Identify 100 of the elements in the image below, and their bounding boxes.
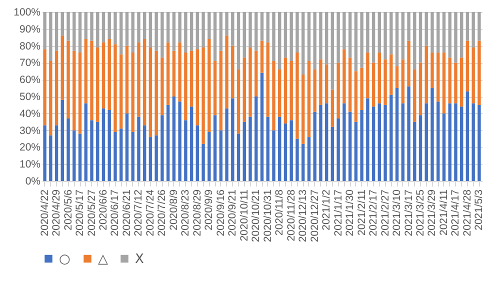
bar <box>254 12 258 51</box>
x-tick-label: 2020/5/27 <box>86 189 98 236</box>
bar <box>466 40 470 92</box>
bar <box>72 130 76 181</box>
bar <box>154 135 158 181</box>
bar <box>248 47 252 117</box>
bar <box>231 46 234 98</box>
bar <box>114 12 117 44</box>
bar <box>307 137 311 181</box>
bar <box>78 52 82 134</box>
bar <box>272 12 276 62</box>
bar <box>424 46 428 104</box>
bar <box>424 103 428 181</box>
bar <box>84 103 88 181</box>
bar <box>78 12 82 53</box>
legend-label: ○ <box>59 252 70 267</box>
bar <box>90 120 94 181</box>
bar <box>137 42 140 117</box>
y-tick-label: 80% <box>19 40 40 52</box>
bar <box>184 120 188 181</box>
x-tick-label: 2021/1/2 <box>320 189 333 230</box>
bar <box>148 47 152 138</box>
bar <box>330 126 334 181</box>
bar <box>460 58 464 107</box>
bar <box>254 96 258 181</box>
bar <box>313 112 316 181</box>
y-tick-label: 0% <box>25 176 40 188</box>
y-tick-label: 30% <box>19 124 40 137</box>
bar <box>43 12 46 50</box>
bar <box>466 12 470 41</box>
bar <box>166 42 170 105</box>
bar <box>131 12 134 53</box>
bar <box>54 12 58 51</box>
bar <box>266 116 270 181</box>
bar <box>324 64 328 104</box>
bar <box>108 12 111 40</box>
bar <box>148 12 152 48</box>
bar <box>466 91 470 181</box>
bar <box>219 12 223 51</box>
bar <box>342 12 346 50</box>
bar <box>225 108 228 181</box>
bar <box>102 12 106 42</box>
x-tick-label: 2020/11/8 <box>274 189 286 236</box>
y-tick-label: 90% <box>19 23 40 36</box>
x-tick-label: 2020/6/21 <box>120 189 133 236</box>
bar <box>319 104 322 181</box>
y-tick-label: 70% <box>19 57 40 70</box>
bar <box>348 112 352 181</box>
y-tick-label: 20% <box>19 142 40 154</box>
x-tick-label: 2020/7/12 <box>132 189 145 236</box>
legend-label: △ <box>98 252 108 267</box>
bar <box>424 12 428 46</box>
bar <box>248 12 252 48</box>
x-tick-label: 2020/4/29 <box>50 189 63 236</box>
bar <box>413 69 416 122</box>
bar <box>348 58 352 112</box>
bar <box>284 58 288 124</box>
bar <box>418 12 422 63</box>
bar <box>360 68 364 110</box>
x-tick-label: 2020/10/11 <box>238 189 250 242</box>
bar <box>131 52 134 132</box>
bar <box>384 12 387 60</box>
x-tick-label: 2020/8/9 <box>168 189 180 230</box>
bar <box>178 102 182 181</box>
bar <box>372 12 376 63</box>
x-tick-label: 2020/10/31 <box>262 189 274 242</box>
bar <box>413 12 416 70</box>
bar <box>390 54 393 95</box>
bar <box>366 98 370 181</box>
x-tick-label: 2020/4/22 <box>38 189 51 236</box>
bar <box>208 39 211 132</box>
bar <box>66 12 70 41</box>
x-tick-label: 2020/6/6 <box>97 189 110 230</box>
bar <box>196 49 200 126</box>
bar <box>324 12 328 64</box>
x-tick-label: 2021/4/11 <box>438 189 450 236</box>
bar <box>225 36 228 108</box>
bar <box>43 125 46 181</box>
bar <box>172 12 176 51</box>
bar <box>284 124 288 181</box>
y-tick-label: 100% <box>14 6 40 18</box>
bar <box>330 12 334 90</box>
bar <box>96 47 100 122</box>
bar <box>436 12 440 53</box>
bar <box>66 118 70 181</box>
bar <box>120 12 123 54</box>
legend-label: X <box>135 252 144 267</box>
bar <box>142 12 146 40</box>
bar <box>178 12 182 42</box>
bar <box>114 44 117 132</box>
bar <box>142 39 146 126</box>
bar <box>342 49 346 104</box>
bar <box>278 69 282 117</box>
bar <box>78 134 82 181</box>
bar <box>66 40 70 118</box>
bar <box>401 12 404 60</box>
bar <box>266 12 270 42</box>
bar <box>336 62 340 118</box>
bar <box>296 12 299 53</box>
x-tick-label: 2021/4/17 <box>450 189 462 236</box>
